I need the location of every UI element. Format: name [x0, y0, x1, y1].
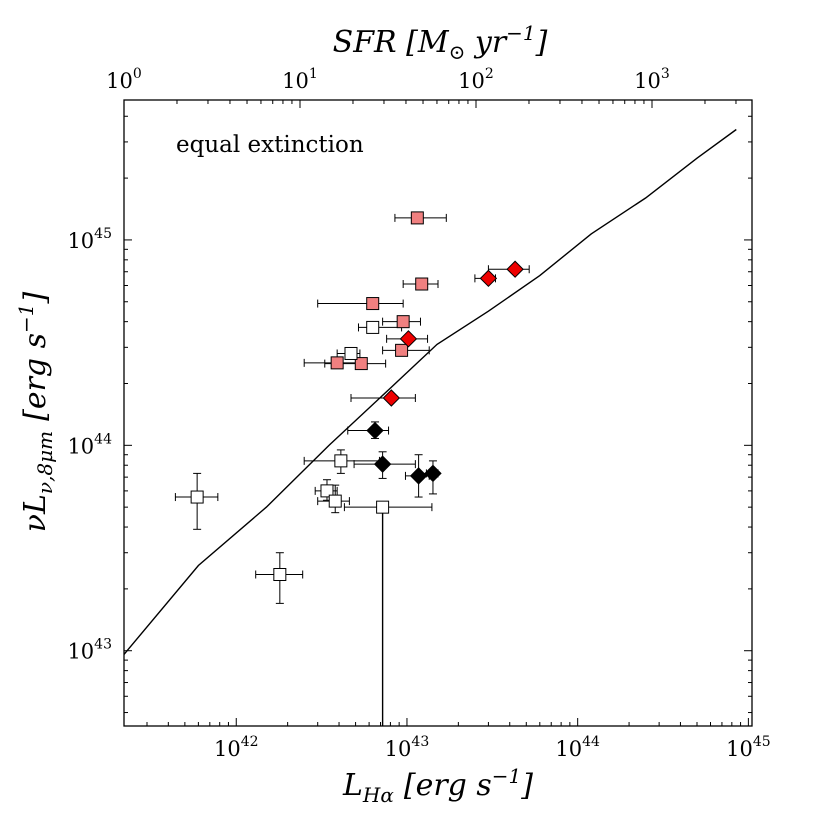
x-label-exp: −1 — [492, 764, 521, 788]
top-label-sub: ⊙ — [449, 40, 466, 64]
square-marker — [334, 454, 348, 468]
y-label-sub: ν,8μm — [33, 431, 57, 494]
diamond-marker — [409, 467, 428, 485]
square-marker — [190, 490, 204, 504]
square-marker — [415, 277, 429, 291]
top-label-main: SFR [M — [333, 25, 450, 60]
x-tick-label: 1042 — [214, 734, 259, 761]
top-tick-label: 102 — [458, 66, 494, 93]
plot-frame — [123, 99, 753, 727]
diamond-marker — [373, 455, 392, 473]
x-tick-label: 1044 — [555, 734, 600, 761]
square-marker — [395, 343, 409, 357]
diamond-marker — [424, 464, 442, 483]
error-bars — [174, 213, 530, 604]
top-tick-label: 100 — [106, 66, 142, 93]
y-label-unit: [erg s — [18, 333, 53, 421]
top-label-unit: yr — [465, 25, 507, 60]
diamond-marker — [479, 269, 498, 288]
top-label-exp: −1 — [506, 21, 535, 45]
tick-labels: 1042 1043 1044 1045 100 101 102 103 1043 1044 1045 — [67, 66, 770, 761]
square-marker — [320, 484, 334, 498]
y-axis-label: νLν,8μm [erg s−1] — [14, 291, 57, 532]
y-label-exp: −1 — [14, 303, 38, 332]
top-tick-label: 103 — [634, 66, 670, 93]
square-marker — [328, 494, 342, 508]
square-marker — [354, 357, 368, 371]
diamond-marker — [399, 330, 418, 348]
equal-extinction-line — [123, 128, 737, 655]
square-marker — [410, 211, 424, 225]
x-label-sub: Hα — [362, 783, 394, 807]
data-markers — [190, 211, 524, 582]
top-tick-label: 101 — [282, 66, 318, 93]
x-axis-label: LHα [erg s−1] — [342, 764, 533, 807]
square-marker — [396, 315, 410, 329]
reference-lines — [123, 128, 737, 726]
x-label-main: L — [342, 768, 363, 803]
annotation-equal-extinction: equal extinction — [176, 132, 364, 158]
square-marker — [273, 568, 287, 582]
y-label-close: ] — [18, 291, 53, 304]
square-marker — [376, 500, 390, 514]
square-marker — [330, 356, 344, 370]
diamond-marker — [382, 389, 401, 407]
square-marker — [366, 320, 380, 334]
square-marker — [344, 346, 358, 360]
top-axis-label: SFR [M⊙ yr−1] — [333, 21, 548, 64]
x-label-unit: [erg s — [404, 768, 492, 803]
diamond-marker — [366, 421, 384, 440]
y-label-main: νL — [18, 494, 53, 532]
top-label-close: ] — [535, 25, 548, 60]
y-tick-label: 1044 — [67, 431, 112, 458]
square-marker — [366, 297, 380, 311]
y-tick-label: 1043 — [67, 637, 112, 664]
diamond-marker — [506, 260, 524, 278]
y-tick-label: 1045 — [67, 226, 112, 253]
axis-ticks — [123, 100, 752, 726]
x-label-close: ] — [520, 768, 533, 803]
x-tick-label: 1043 — [385, 734, 430, 761]
x-tick-label: 1045 — [726, 734, 771, 761]
